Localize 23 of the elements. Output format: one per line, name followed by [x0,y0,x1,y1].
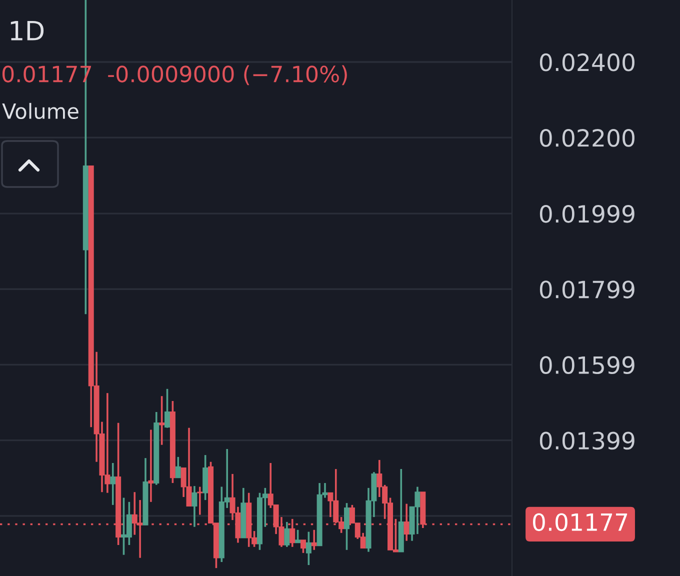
candlestick [148,428,154,503]
candlestick [306,530,312,566]
candlestick [197,486,203,516]
candlestick [159,395,165,446]
candlestick [284,521,290,548]
text: Volume [2,102,78,120]
y-tick-label: 0.01599 [540,356,634,374]
ref-line-label: 0.01177 [533,513,628,532]
candlestick [311,528,317,551]
y-tick-label: 0.02400 [540,53,634,72]
y-tick-label: 0.01999 [540,204,634,223]
y-tick-label: 0.02200 [540,129,634,147]
candlestick [175,456,181,479]
text: 1D [10,21,44,40]
candlestick [295,528,301,544]
candlestick [344,502,350,551]
candlestick [164,388,170,429]
y-tick-label: 0.01399 [540,432,634,450]
candlestick [404,502,410,542]
y-tick-label: 0.01799 [540,280,634,298]
candlestick [110,462,116,506]
candlestick [192,485,198,528]
candlestick [300,539,306,554]
